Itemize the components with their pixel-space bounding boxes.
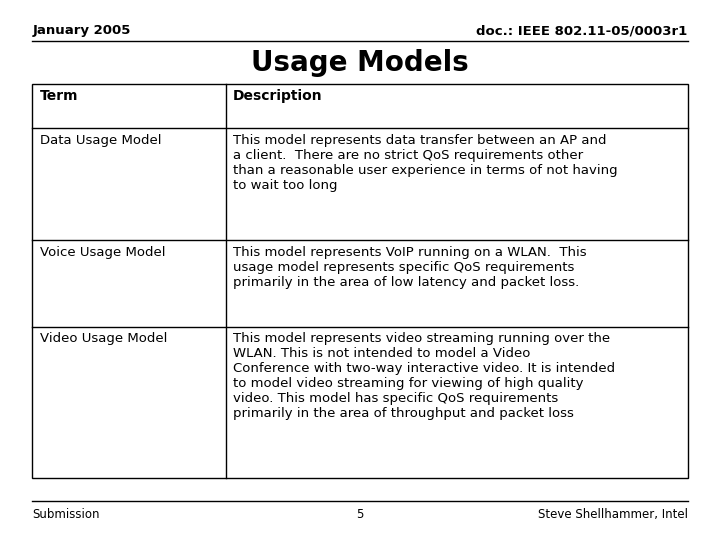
Text: Usage Models: Usage Models <box>251 49 469 77</box>
Text: This model represents video streaming running over the
WLAN. This is not intende: This model represents video streaming ru… <box>233 332 615 420</box>
Text: Voice Usage Model: Voice Usage Model <box>40 246 165 259</box>
Text: Steve Shellhammer, Intel: Steve Shellhammer, Intel <box>538 508 688 521</box>
Text: This model represents data transfer between an AP and
a client.  There are no st: This model represents data transfer betw… <box>233 134 618 192</box>
Text: Data Usage Model: Data Usage Model <box>40 134 161 147</box>
Text: doc.: IEEE 802.11-05/0003r1: doc.: IEEE 802.11-05/0003r1 <box>477 24 688 37</box>
Text: Description: Description <box>233 89 323 103</box>
Text: Submission: Submission <box>32 508 100 521</box>
Text: Term: Term <box>40 89 78 103</box>
Text: 5: 5 <box>356 508 364 521</box>
Text: This model represents VoIP running on a WLAN.  This
usage model represents speci: This model represents VoIP running on a … <box>233 246 587 289</box>
Text: January 2005: January 2005 <box>32 24 131 37</box>
Text: Video Usage Model: Video Usage Model <box>40 332 167 345</box>
Bar <box>32 84 688 478</box>
